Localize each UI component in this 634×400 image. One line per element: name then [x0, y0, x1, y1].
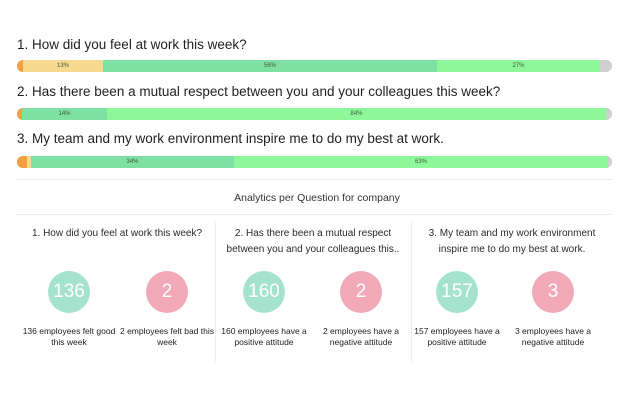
positive-caption: 157 employees have a positive attitude — [414, 326, 500, 347]
segment-good: 56% — [103, 60, 437, 72]
question-2-title: 2. Has there been a mutual respect betwe… — [17, 84, 501, 99]
analytics-section-title: Analytics per Question for company — [234, 192, 400, 204]
segment-very-bad — [17, 60, 23, 72]
negative-caption: 2 employees felt bad this week — [119, 326, 215, 347]
positive-count-circle: 136 — [48, 271, 90, 313]
negative-caption: 3 employees have a negative attitude — [514, 326, 592, 347]
negative-count-circle: 2 — [146, 271, 188, 313]
segment-positive: 14% — [22, 108, 107, 120]
segment-negative — [17, 156, 27, 168]
positive-count-circle: 160 — [243, 271, 285, 313]
segment-very-positive: 84% — [107, 108, 606, 120]
question-3-title: 3. My team and my work environment inspi… — [17, 131, 444, 146]
panel-separator — [215, 222, 216, 362]
segment-positive: 34% — [31, 156, 234, 168]
negative-count-circle: 2 — [340, 271, 382, 313]
panel-question: 1. How did you feel at work this week? — [31, 228, 203, 239]
positive-caption: 160 employees have a positive attitude — [221, 326, 307, 347]
segment-negative — [17, 108, 22, 120]
segment-neutral — [27, 156, 31, 168]
segment-no-answer — [606, 108, 612, 120]
panel-question: 2. Has there been a mutual respect betwe… — [226, 228, 400, 255]
question-3-bar: 34% 63% — [17, 156, 612, 168]
analytics-panel-1: 1. How did you feel at work this week? 1… — [20, 224, 214, 374]
analytics-panel-3: 3. My team and my work environment inspi… — [412, 224, 612, 374]
negative-count-circle: 3 — [532, 271, 574, 313]
question-1-title: 1. How did you feel at work this week? — [17, 37, 247, 52]
panel-question: 3. My team and my work environment inspi… — [428, 228, 596, 255]
segment-very-positive: 63% — [234, 156, 608, 168]
negative-caption: 2 employees have a negative attitude — [322, 326, 400, 347]
segment-no-answer — [608, 156, 612, 168]
question-2-bar: 14% 84% — [17, 108, 612, 120]
segment-neutral: 13% — [23, 60, 103, 72]
panel-separator — [411, 222, 412, 362]
positive-count-circle: 157 — [436, 271, 478, 313]
segment-no-answer — [600, 60, 612, 72]
divider — [17, 179, 612, 180]
analytics-panel-2: 2. Has there been a mutual respect betwe… — [216, 224, 410, 374]
segment-very-good: 27% — [437, 60, 600, 72]
divider — [17, 214, 612, 215]
positive-caption: 136 employees felt good this week — [22, 326, 116, 347]
question-1-bar: 13% 56% 27% — [17, 60, 612, 72]
